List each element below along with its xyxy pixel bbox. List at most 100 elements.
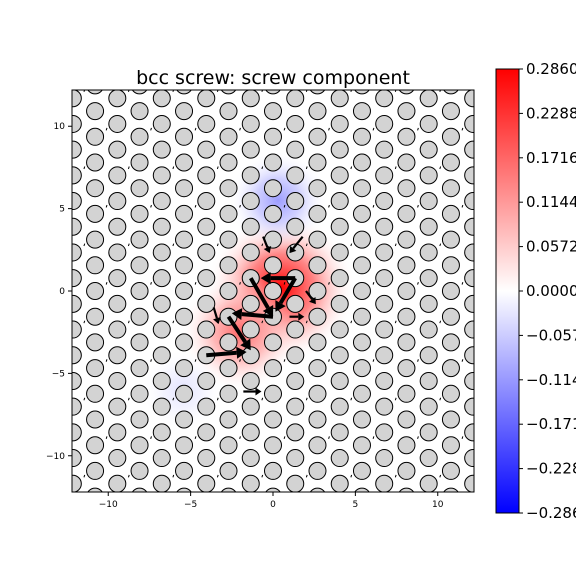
atom xyxy=(419,449,438,468)
atom xyxy=(219,461,238,480)
atom xyxy=(265,90,281,95)
atom xyxy=(441,307,460,326)
atom xyxy=(175,204,194,223)
atom xyxy=(72,397,82,416)
minor-vector xyxy=(394,320,397,324)
colorbar-tick-label: 0.2860 xyxy=(526,60,576,78)
atom xyxy=(175,230,194,249)
atom xyxy=(441,256,460,275)
minor-vector xyxy=(350,320,353,324)
atom xyxy=(264,384,282,403)
atom xyxy=(352,359,371,378)
minor-vector xyxy=(283,282,286,285)
atom xyxy=(86,230,105,249)
atom xyxy=(286,114,305,133)
atom xyxy=(352,461,371,480)
minor-vector xyxy=(372,359,375,362)
atom xyxy=(86,204,105,223)
atom xyxy=(375,397,394,416)
atom xyxy=(308,333,327,352)
atom xyxy=(308,384,327,403)
atom xyxy=(286,449,305,468)
minor-vector xyxy=(194,282,197,285)
atom xyxy=(130,204,149,223)
minor-vector xyxy=(83,397,86,401)
y-tick-label: 0 xyxy=(59,287,65,297)
atom xyxy=(130,102,149,121)
minor-vector xyxy=(372,204,375,208)
atom xyxy=(286,140,305,159)
minor-vector xyxy=(417,282,419,285)
minor-vector xyxy=(394,397,397,401)
minor-vector xyxy=(439,320,442,324)
atom xyxy=(175,102,194,121)
atom xyxy=(352,102,371,121)
atom xyxy=(286,192,305,211)
atom xyxy=(130,436,149,455)
atom-layer xyxy=(72,90,474,492)
minor-vector xyxy=(372,127,375,131)
atom xyxy=(375,90,394,108)
minor-vector xyxy=(127,90,130,92)
atom xyxy=(419,474,438,492)
y-tick-label: −10 xyxy=(46,452,65,462)
colorbar-ticks: −0.2860 −0.2288 −0.1716 −0.1144 −0.0572 0.000… xyxy=(519,60,576,522)
colorbar-tick-label: −0.1716 xyxy=(526,415,576,433)
atom xyxy=(419,346,438,365)
atom xyxy=(330,217,349,236)
colorbar: −0.2860 −0.2288 −0.1716 −0.1144 −0.0572 0.000… xyxy=(495,60,576,522)
minor-vector xyxy=(350,90,352,92)
atom xyxy=(308,256,327,275)
y-axis: −10 −5 0 5 10 xyxy=(46,122,72,462)
atom xyxy=(352,410,371,429)
atom xyxy=(220,90,237,95)
minor-vector xyxy=(439,90,441,92)
atom xyxy=(176,487,192,492)
minor-vector xyxy=(127,397,130,401)
minor-vector xyxy=(150,204,152,208)
atom xyxy=(152,217,171,236)
atom xyxy=(130,410,149,429)
minor-vector xyxy=(172,166,175,170)
atom xyxy=(108,474,127,492)
atom xyxy=(375,217,394,236)
x-tick-label: 0 xyxy=(270,500,276,510)
atom xyxy=(330,269,349,288)
atom xyxy=(375,474,394,492)
minor-vector xyxy=(328,204,330,208)
atom xyxy=(72,371,82,390)
atom xyxy=(72,243,82,262)
atom xyxy=(197,217,216,236)
minor-vector xyxy=(261,320,264,324)
atom xyxy=(197,294,216,313)
atom xyxy=(130,179,149,198)
atom xyxy=(72,320,82,339)
atom xyxy=(441,102,460,121)
atom xyxy=(264,461,282,480)
atom xyxy=(86,333,105,352)
atom xyxy=(286,423,305,442)
atom xyxy=(86,436,105,455)
displacement-arrow xyxy=(305,290,316,305)
atom xyxy=(241,140,260,159)
atom xyxy=(175,153,194,172)
minor-vector xyxy=(394,474,397,478)
colorbar-tick-label: −0.2860 xyxy=(526,504,576,522)
atom xyxy=(286,294,305,313)
y-tick-label: −5 xyxy=(52,369,65,379)
atom xyxy=(152,449,171,468)
atom xyxy=(152,320,171,339)
minor-vector xyxy=(461,436,464,439)
atom xyxy=(441,461,460,480)
atom xyxy=(108,269,127,288)
atom xyxy=(330,140,349,159)
atom xyxy=(86,256,105,275)
atom xyxy=(464,346,474,365)
minor-vector xyxy=(172,90,175,92)
minor-vector xyxy=(305,90,308,92)
minor-vector xyxy=(283,359,286,362)
atom xyxy=(108,371,127,390)
atom xyxy=(241,371,260,390)
atom xyxy=(130,461,149,480)
atom xyxy=(72,269,82,288)
